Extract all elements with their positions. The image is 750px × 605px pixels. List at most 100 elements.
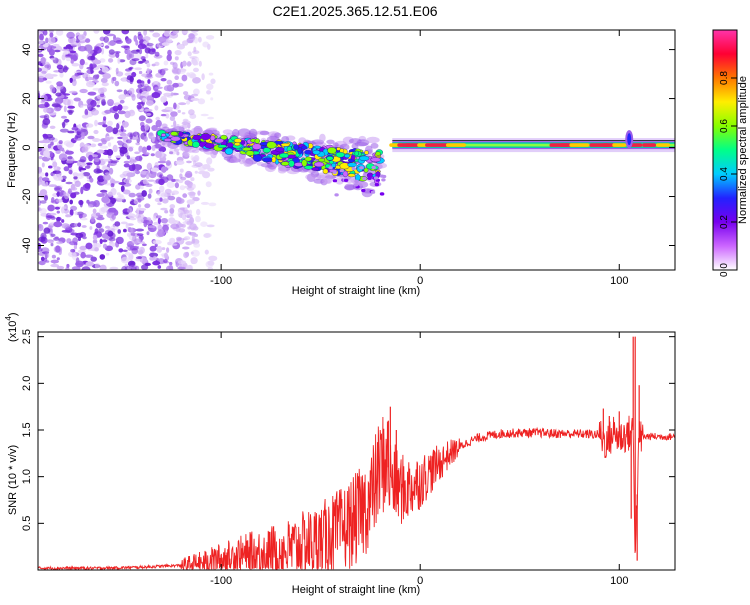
noise-blob [190,155,194,161]
noise-blob [112,76,117,82]
noise-blob [202,164,211,170]
noise-blob [86,199,90,204]
noise-blob [163,60,169,66]
signal-halo [222,129,233,135]
carrier-peak [569,143,590,147]
noise-blob [161,42,170,46]
signal-blob [301,159,308,167]
noise-blob [137,43,147,50]
noise-blob [72,237,78,244]
noise-blob [121,30,130,35]
noise-blob [135,142,140,146]
snr-y-multiplier-exp: 4 [4,316,13,321]
noise-blob [107,142,112,147]
noise-blob [126,232,132,237]
noise-blob [164,229,168,234]
noise-blob [157,229,166,237]
noise-blob [69,77,73,82]
noise-blob [120,221,128,225]
noise-blob [145,183,153,187]
noise-blob [117,121,122,125]
noise-blob [38,172,46,177]
noise-blob [160,218,168,224]
noise-blob [80,169,84,177]
noise-blob [121,121,129,128]
noise-blob [67,99,71,107]
noise-blob [97,122,106,126]
noise-blob [181,224,186,228]
noise-blob [126,75,133,81]
noise-blob [142,179,148,185]
noise-blob [155,215,162,219]
noise-blob [106,149,114,156]
noise-blob [137,31,142,36]
noise-blob [141,264,149,270]
noise-blob [146,100,154,106]
noise-blob [137,207,147,211]
noise-blob [146,62,151,68]
signal-halo [325,175,333,184]
signal-halo [356,139,370,147]
noise-blob [124,110,131,118]
noise-blob [188,33,195,40]
noise-blob [144,109,153,112]
noise-blob [52,43,60,47]
noise-blob [136,88,143,94]
noise-blob [181,121,189,126]
noise-blob [38,179,42,186]
noise-blob [50,242,54,247]
noise-blob [205,181,212,188]
noise-blob [108,237,116,242]
signal-halo [317,174,327,180]
noise-blob [151,92,161,99]
noise-blob [191,249,200,257]
noise-blob [128,264,138,270]
noise-blob [117,57,121,64]
noise-blob [115,52,120,58]
noise-blob [58,140,63,145]
signal-blob [262,157,273,162]
noise-blob [56,216,61,223]
signal-halo [243,160,253,167]
noise-blob [116,195,125,201]
noise-blob [119,146,128,154]
noise-blob [49,32,54,38]
noise-blob [147,79,151,84]
noise-blob [94,247,99,252]
noise-blob [44,73,54,79]
noise-blob [143,136,148,142]
noise-blob [69,209,74,216]
signal-blob [163,137,172,142]
noise-blob [61,54,66,61]
signal-blob [279,152,289,159]
noise-blob [120,185,125,193]
noise-blob [192,197,200,202]
noise-blob [129,59,137,66]
noise-blob [165,113,170,119]
noise-blob [126,155,131,160]
noise-blob [188,209,193,215]
noise-blob [197,190,201,196]
noise-blob [54,206,61,210]
noise-blob [91,80,99,83]
noise-blob [200,221,208,227]
noise-blob [147,193,152,199]
signal-blob [204,142,215,149]
noise-blob [108,49,115,55]
noise-blob [95,74,100,78]
noise-blob [43,107,48,113]
noise-blob [155,150,162,158]
noise-blob [44,101,49,108]
noise-blob [158,36,167,43]
noise-blob [86,162,93,165]
noise-blob [47,36,56,44]
noise-blob [197,98,206,105]
noise-blob [160,192,168,198]
signal-blob [301,145,308,150]
noise-blob [49,112,57,116]
signal-blob [234,142,241,147]
noise-blob [88,154,93,162]
noise-blob [48,165,53,169]
spectrogram-y-tick-label: 0 [21,144,33,150]
noise-blob [142,36,151,42]
